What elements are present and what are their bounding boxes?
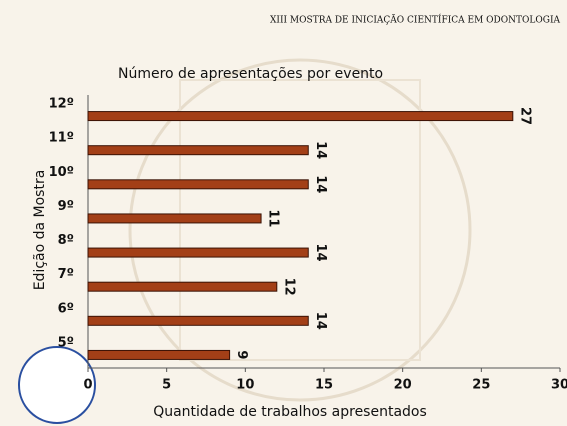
bar (87, 111, 514, 122)
value-label: 11 (266, 209, 281, 227)
value-label: 14 (313, 312, 328, 330)
bar (87, 247, 309, 258)
x-tick-label: 30 (551, 378, 567, 393)
bar (87, 281, 278, 292)
y-tick-label: 5º (58, 335, 74, 350)
x-tick-label: 5 (162, 378, 171, 393)
value-label: 9 (234, 350, 249, 359)
value-label: 14 (313, 244, 328, 262)
y-tick-label: 11º (49, 131, 74, 146)
x-tick-label: 0 (83, 378, 92, 393)
y-tick-label: 8º (58, 233, 74, 248)
x-tick-label: 10 (236, 378, 254, 393)
bar (87, 145, 309, 156)
bar (87, 315, 309, 326)
value-label: 14 (313, 175, 328, 193)
value-label: 27 (517, 107, 532, 125)
y-tick-label: 7º (58, 267, 74, 282)
y-axis-title: Edição da Mostra (32, 170, 48, 291)
logo (18, 346, 96, 424)
watermark (128, 58, 472, 402)
y-tick-label: 12º (49, 97, 74, 112)
bar (87, 349, 231, 360)
chart-title: Número de apresentações por evento (118, 66, 383, 82)
value-label: 12 (281, 278, 296, 296)
bar (87, 213, 262, 224)
x-axis-title: Quantidade de trabalhos apresentados (153, 404, 427, 420)
header: XIII MOSTRA DE INICIAÇÃO CIENTÍFICA EM O… (270, 14, 560, 26)
value-label: 14 (313, 141, 328, 159)
bar (87, 179, 309, 190)
x-tick-label: 15 (315, 378, 333, 393)
x-tick-label: 25 (472, 378, 490, 393)
y-tick-label: 10º (49, 165, 74, 180)
y-tick-label: 6º (58, 301, 74, 316)
y-tick-label: 9º (58, 199, 74, 214)
x-tick-label: 20 (394, 378, 412, 393)
